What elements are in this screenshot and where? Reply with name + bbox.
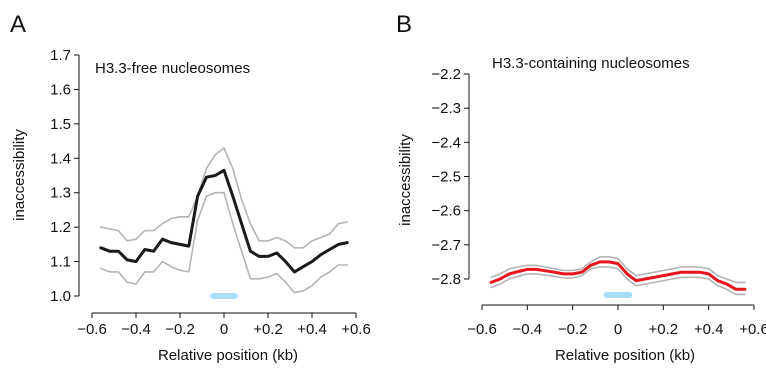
- y-tick-label: 1.6: [50, 81, 71, 98]
- y-tick-label: 1.2: [50, 219, 71, 236]
- x-tick-label: +0.6: [341, 321, 371, 338]
- panel-a-x-axis: −0.6 −0.4 −0.2 0 +0.2 +0.4 +0.6: [77, 312, 371, 338]
- series-line-mean: [99, 168, 349, 274]
- y-tick-label: 1.5: [50, 116, 71, 133]
- x-tick-label: +0.2: [253, 321, 283, 338]
- x-tick-label: +0.4: [694, 321, 724, 338]
- panel-a: A H3.3-free nucleosomes 1.01.11.21.31.41…: [10, 11, 371, 364]
- x-tick-label: −0.2: [165, 321, 195, 338]
- series-line-lower: [490, 266, 746, 296]
- panel-b-x-axis-label: Relative position (kb): [555, 347, 695, 364]
- panel-b-letter: B: [396, 11, 412, 38]
- y-tick-label: −2.6: [431, 203, 461, 220]
- series-line-lower: [100, 191, 349, 294]
- panel-b-x-axis: −0.6 −0.4 −0.2 0 +0.2 +0.4 +0.6: [467, 304, 766, 338]
- x-tick-label: +0.6: [739, 321, 766, 338]
- panel-a-title: H3.3-free nucleosomes: [95, 60, 250, 77]
- panel-b: B H3.3-containing nucleosomes −2.8−2.7−2…: [396, 11, 766, 364]
- x-tick-label: −0.4: [121, 321, 151, 338]
- panel-a-plot-area: [99, 147, 349, 299]
- y-tick-label: −2.2: [431, 66, 461, 83]
- y-tick-label: −2.8: [431, 271, 461, 288]
- y-tick-label: −2.4: [431, 134, 461, 151]
- y-tick-label: 1.7: [50, 47, 71, 64]
- panel-a-y-axis-label: inaccessibility: [11, 129, 28, 221]
- x-tick-label: −0.6: [77, 321, 107, 338]
- y-tick-label: −2.7: [431, 237, 461, 254]
- x-tick-label: 0: [220, 321, 228, 338]
- panel-b-title: H3.3-containing nucleosomes: [492, 55, 690, 72]
- y-tick-label: −2.5: [431, 169, 461, 186]
- y-tick-label: 1.0: [50, 288, 71, 305]
- panel-a-letter: A: [10, 11, 26, 38]
- x-tick-label: −0.6: [467, 321, 497, 338]
- x-tick-label: +0.2: [649, 321, 679, 338]
- series-line-upper: [490, 255, 746, 284]
- x-tick-label: −0.2: [558, 321, 588, 338]
- x-tick-label: −0.4: [513, 321, 543, 338]
- panel-b-y-axis-label: inaccessibility: [397, 134, 414, 226]
- panel-b-plot-area: [489, 255, 747, 298]
- x-tick-label: +0.4: [297, 321, 327, 338]
- y-tick-label: −2.3: [431, 100, 461, 117]
- series-line-mean: [489, 260, 747, 291]
- panel-a-x-axis-label: Relative position (kb): [158, 347, 298, 364]
- x-tick-label: 0: [614, 321, 622, 338]
- panel-a-y-axis: 1.0 1.1 1.2 1.3 1.4 1.5 1.6 1.7: [50, 47, 80, 305]
- y-tick-label: 1.4: [50, 150, 71, 167]
- series-line-upper: [100, 147, 349, 249]
- y-tick-label: 1.1: [50, 254, 71, 271]
- y-tick-label: 1.3: [50, 185, 71, 202]
- panel-b-y-axis: −2.8 −2.7 −2.6 −2.5 −2.4 −2.3 −2.2: [431, 66, 470, 288]
